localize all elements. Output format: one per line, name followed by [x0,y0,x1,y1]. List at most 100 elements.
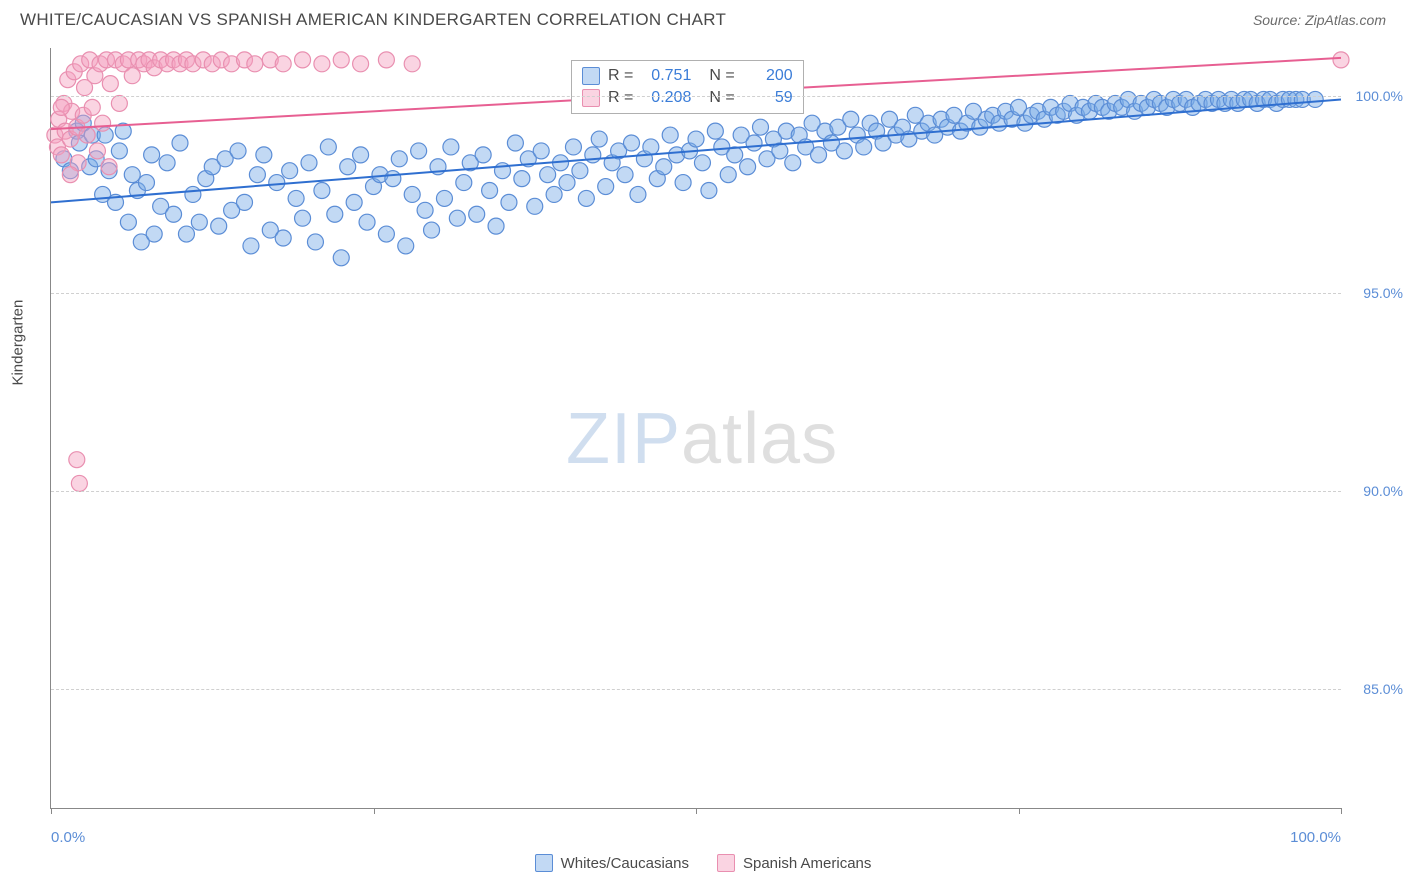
data-point [111,143,127,159]
data-point [482,183,498,199]
data-point [101,159,117,175]
data-point [191,214,207,230]
series-swatch [582,89,600,107]
source-label: Source: ZipAtlas.com [1253,12,1386,28]
data-point [469,206,485,222]
chart-title: WHITE/CAUCASIAN VS SPANISH AMERICAN KIND… [20,10,726,30]
data-point [701,183,717,199]
data-point [269,175,285,191]
data-point [333,250,349,266]
data-point [120,214,136,230]
data-point [746,135,762,151]
x-tick [1341,808,1342,814]
data-point [247,56,263,72]
data-point [237,194,253,210]
stats-legend-box: R = 0.751N = 200R = 0.208N = 59 [571,60,804,114]
data-point [111,95,127,111]
x-axis-legend: Whites/Caucasians Spanish Americans [0,854,1406,872]
data-point [282,163,298,179]
legend-swatch [717,854,735,872]
data-point [314,183,330,199]
data-point [856,139,872,155]
data-point [720,167,736,183]
data-point [398,238,414,254]
data-point [533,143,549,159]
data-point [307,234,323,250]
data-point [146,226,162,242]
x-tick [374,808,375,814]
stat-n-value: 200 [743,67,793,85]
data-point [417,202,433,218]
data-point [507,135,523,151]
data-point [172,135,188,151]
data-point [740,159,756,175]
data-point [166,206,182,222]
data-point [275,230,291,246]
grid-line [51,491,1341,492]
data-point [378,52,394,68]
grid-line [51,96,1341,97]
data-point [346,194,362,210]
data-point [124,167,140,183]
data-point [843,111,859,127]
data-point [243,238,259,254]
x-tick-label: 0.0% [51,829,85,846]
data-point [256,147,272,163]
data-point [540,167,556,183]
data-point [102,76,118,92]
y-tick-label: 100.0% [1356,88,1403,104]
data-point [617,167,633,183]
data-point [656,159,672,175]
data-point [811,147,827,163]
data-point [1333,52,1349,68]
data-point [230,143,246,159]
data-point [598,179,614,195]
stat-r-label: R = [608,89,633,107]
data-point [320,139,336,155]
data-point [333,52,349,68]
legend-label: Whites/Caucasians [561,855,689,872]
data-point [488,218,504,234]
data-point [178,226,194,242]
data-point [707,123,723,139]
y-tick-label: 85.0% [1363,681,1403,697]
stat-n-value: 59 [743,89,793,107]
stats-row: R = 0.208N = 59 [582,87,793,109]
data-point [185,186,201,202]
data-point [295,210,311,226]
data-point [578,190,594,206]
data-point [249,167,265,183]
data-point [630,186,646,202]
data-point [1307,91,1323,107]
data-point [753,119,769,135]
data-point [559,175,575,191]
scatter-svg [51,48,1341,808]
data-point [385,171,401,187]
x-tick [1019,808,1020,814]
legend-item: Whites/Caucasians [535,854,689,872]
data-point [340,159,356,175]
y-axis-label: Kindergarten [10,300,27,386]
data-point [69,452,85,468]
x-tick [51,808,52,814]
data-point [124,68,140,84]
data-point [295,52,311,68]
stats-row: R = 0.751N = 200 [582,65,793,87]
data-point [211,218,227,234]
data-point [391,151,407,167]
stat-n-label: N = [709,89,734,107]
data-point [404,186,420,202]
data-point [836,143,852,159]
data-point [424,222,440,238]
y-tick-label: 95.0% [1363,285,1403,301]
data-point [314,56,330,72]
data-point [546,186,562,202]
data-point [591,131,607,147]
stat-n-label: N = [709,67,734,85]
data-point [675,175,691,191]
data-point [456,175,472,191]
data-point [688,131,704,147]
grid-line [51,689,1341,690]
legend-item: Spanish Americans [717,854,871,872]
data-point [449,210,465,226]
